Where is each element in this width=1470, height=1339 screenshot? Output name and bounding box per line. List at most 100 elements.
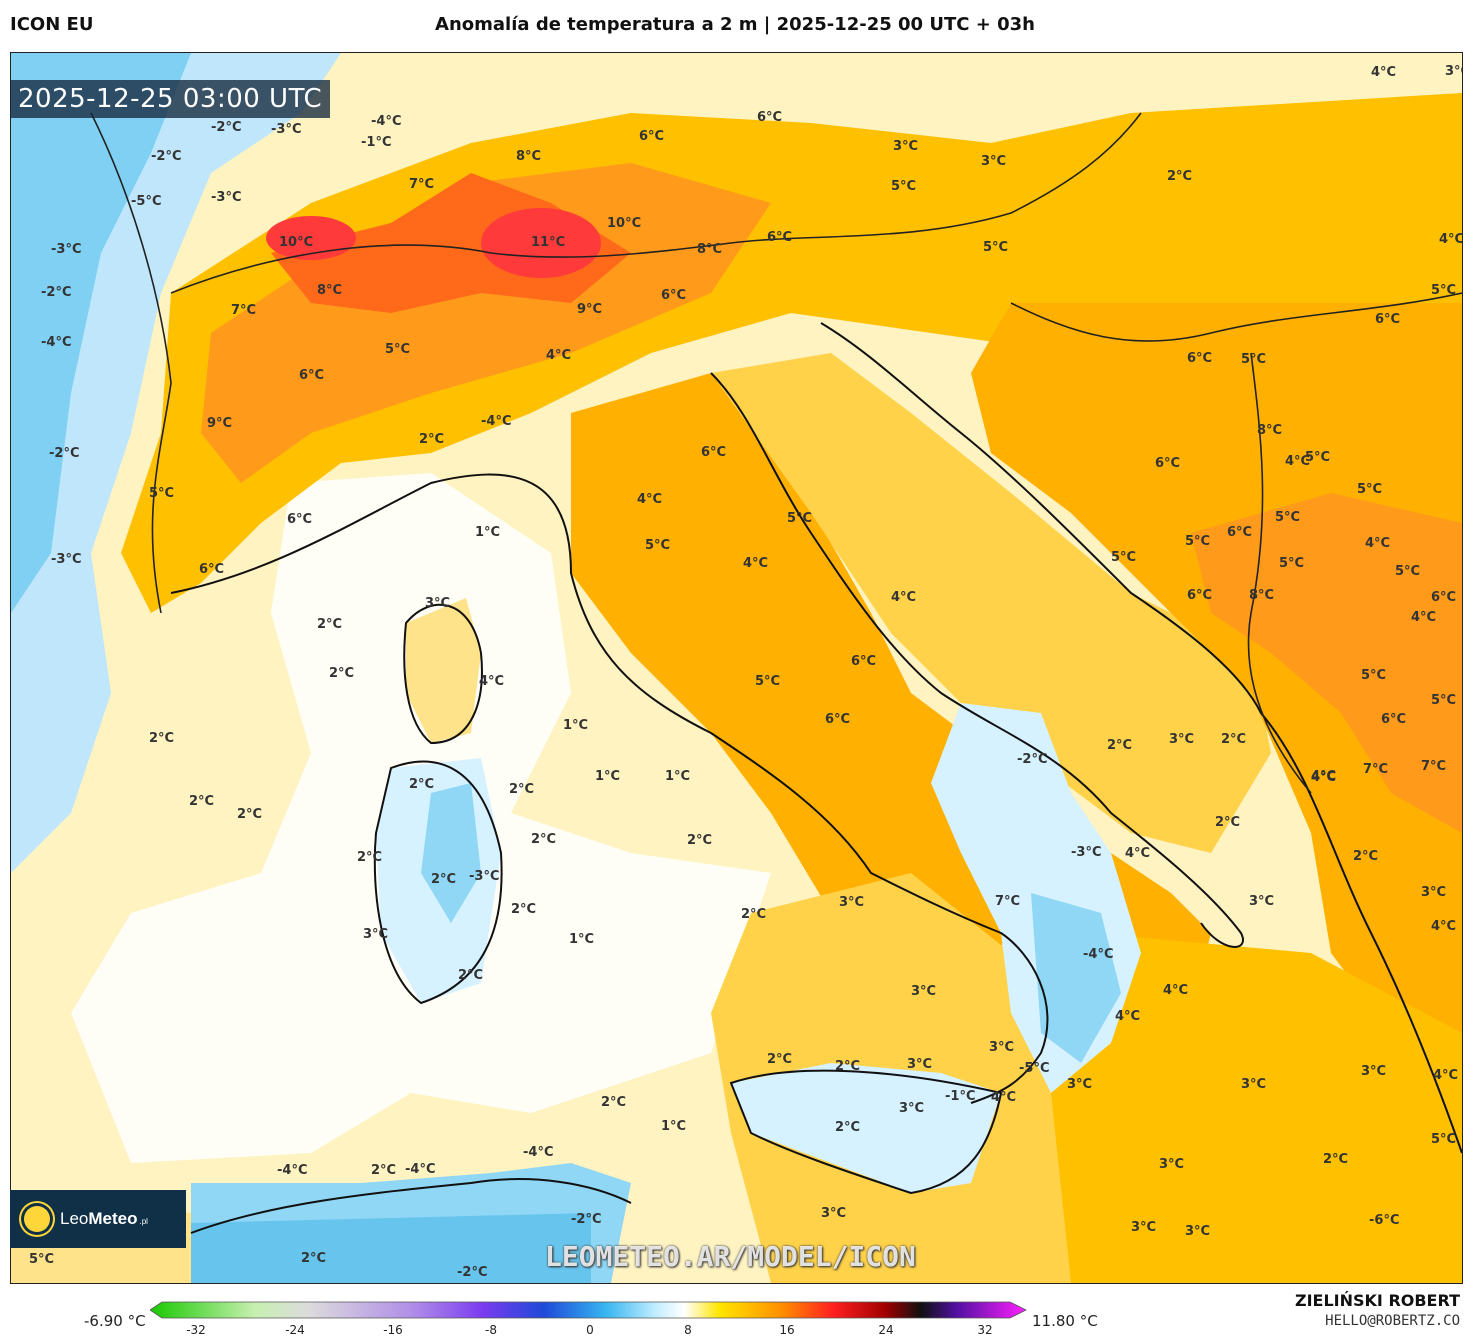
temperature-label: 5°C: [1241, 352, 1266, 367]
temperature-label: -3°C: [469, 869, 499, 884]
temperature-label: -3°C: [51, 552, 81, 567]
temperature-label: 8°C: [697, 242, 722, 257]
temperature-label: 3°C: [989, 1040, 1014, 1055]
temperature-label: 6°C: [701, 445, 726, 460]
coast-africa: [190, 1178, 632, 1234]
temperature-label: 5°C: [1431, 1132, 1456, 1147]
temperature-label: -4°C: [41, 335, 71, 350]
temperature-label: 4°C: [479, 674, 504, 689]
colorbar-tick-label: 0: [586, 1323, 594, 1337]
temperature-label: 2°C: [1215, 815, 1240, 830]
temperature-label: 5°C: [1185, 534, 1210, 549]
temperature-label: -4°C: [481, 414, 511, 429]
temperature-label: -4°C: [405, 1162, 435, 1177]
temperature-label: 6°C: [825, 712, 850, 727]
leometeo-logo: LeoMeteo .pl: [10, 1190, 186, 1248]
temperature-label: -2°C: [41, 285, 71, 300]
author-email: HELLO@ROBERTZ.CO: [1325, 1313, 1460, 1329]
temperature-label: -3°C: [211, 190, 241, 205]
temperature-label: 3°C: [1159, 1157, 1184, 1172]
temperature-label: 4°C: [1411, 610, 1436, 625]
temperature-label: 5°C: [1279, 556, 1304, 571]
temperature-label: 5°C: [1431, 283, 1456, 298]
temperature-label: -2°C: [49, 446, 79, 461]
temperature-label: 5°C: [149, 486, 174, 501]
colorbar-tick-label: -24: [285, 1323, 305, 1337]
temperature-label: 2°C: [301, 1251, 326, 1266]
author-name: ZIELIŃSKI ROBERT: [1294, 1291, 1460, 1310]
temperature-label: 8°C: [1249, 588, 1274, 603]
temperature-label: 2°C: [317, 617, 342, 632]
temperature-label: 5°C: [1305, 450, 1330, 465]
coast-balkans: [820, 322, 1462, 1154]
temperature-label: 2°C: [531, 832, 556, 847]
temperature-label: 1°C: [661, 1119, 686, 1134]
coast-corsica: [403, 603, 483, 745]
temperature-label: 2°C: [1221, 732, 1246, 747]
temperature-label: 4°C: [546, 348, 571, 363]
coast-italy-west: [170, 473, 1049, 1104]
temperature-label: 5°C: [983, 240, 1008, 255]
coast-italy-east: [710, 372, 1244, 948]
model-name: ICON EU: [10, 14, 94, 35]
temperature-label: 3°C: [1067, 1077, 1092, 1092]
temperature-label: 6°C: [757, 110, 782, 125]
map-area[interactable]: -4°C -2°C -3°C -1°C -2°C -3°C -5°C -3°C -2°C -4°C…: [10, 52, 1463, 1284]
temperature-label: 6°C: [1187, 588, 1212, 603]
temperature-label: 3°C: [1249, 894, 1274, 909]
north-africa-colder: [191, 1213, 591, 1283]
temperature-label: 2°C: [741, 907, 766, 922]
temperature-label: 2°C: [458, 968, 483, 983]
temperature-label: 5°C: [1275, 510, 1300, 525]
temperature-label: 8°C: [1257, 423, 1282, 438]
temperature-label: -3°C: [1071, 845, 1101, 860]
temperature-label: 8°C: [516, 149, 541, 164]
temperature-label: -6°C: [1369, 1213, 1399, 1228]
colorbar-min-label: -6.90 °C: [84, 1312, 146, 1330]
temperature-label: 6°C: [851, 654, 876, 669]
temperature-label: 4°C: [1365, 536, 1390, 551]
coast-sicily: [729, 1069, 1003, 1195]
colorbar-tick-label: -16: [383, 1323, 403, 1337]
temperature-label: 2°C: [601, 1095, 626, 1110]
temperature-label: 2°C: [1107, 738, 1132, 753]
temperature-label: 2°C: [357, 850, 382, 865]
temperature-label: 4°C: [743, 556, 768, 571]
temperature-label: 4°C: [1311, 769, 1336, 784]
temperature-label: 3°C: [907, 1057, 932, 1072]
warm-alps-strong: [201, 163, 771, 483]
warm-balkans-strong: [1191, 493, 1462, 833]
temperature-label: -2°C: [211, 120, 241, 135]
temperature-label: 3°C: [363, 927, 388, 942]
temperature-label: -4°C: [371, 114, 401, 129]
coast-sardinia: [373, 760, 503, 1005]
temperature-label: 4°C: [1371, 65, 1396, 80]
temperature-label: 7°C: [231, 303, 256, 318]
watermark: LEOMETEO.AR/MODEL/ICON: [545, 1240, 916, 1273]
temperature-label: 1°C: [569, 932, 594, 947]
colorbar-bar: [150, 1301, 1027, 1319]
temperature-label: 4°C: [1433, 1068, 1458, 1083]
temperature-label: -2°C: [571, 1212, 601, 1227]
temperature-label: 6°C: [199, 562, 224, 577]
temperature-label: 3°C: [1131, 1220, 1156, 1235]
temperature-label: 3°C: [1361, 1064, 1386, 1079]
temperature-label: 3°C: [1445, 64, 1462, 79]
sun-icon: [24, 1206, 50, 1232]
colorbar-tick-label: -32: [186, 1323, 206, 1337]
temperature-label: 5°C: [755, 674, 780, 689]
logo-text: LeoMeteo .pl: [60, 1209, 148, 1228]
temperature-label: -2°C: [457, 1265, 487, 1280]
temperature-label: 8°C: [317, 283, 342, 298]
temperature-label: -5°C: [131, 194, 161, 209]
hotspot-alps-2: [266, 216, 356, 260]
temperature-label: 4°C: [1125, 846, 1150, 861]
map-graphic: -4°C -2°C -3°C -1°C -2°C -3°C -5°C -3°C -2°C -4°C…: [11, 53, 1462, 1283]
temperature-labels: -4°C -2°C -3°C -1°C -2°C -3°C -5°C -3°C -2°C -4°C…: [29, 64, 1462, 1280]
temperature-label: 3°C: [1169, 732, 1194, 747]
temperature-label: -2°C: [151, 149, 181, 164]
temperature-label: 3°C: [1421, 885, 1446, 900]
adriatic: [711, 353, 1271, 853]
temperature-label: 5°C: [385, 342, 410, 357]
warm-balkans: [971, 303, 1462, 1053]
